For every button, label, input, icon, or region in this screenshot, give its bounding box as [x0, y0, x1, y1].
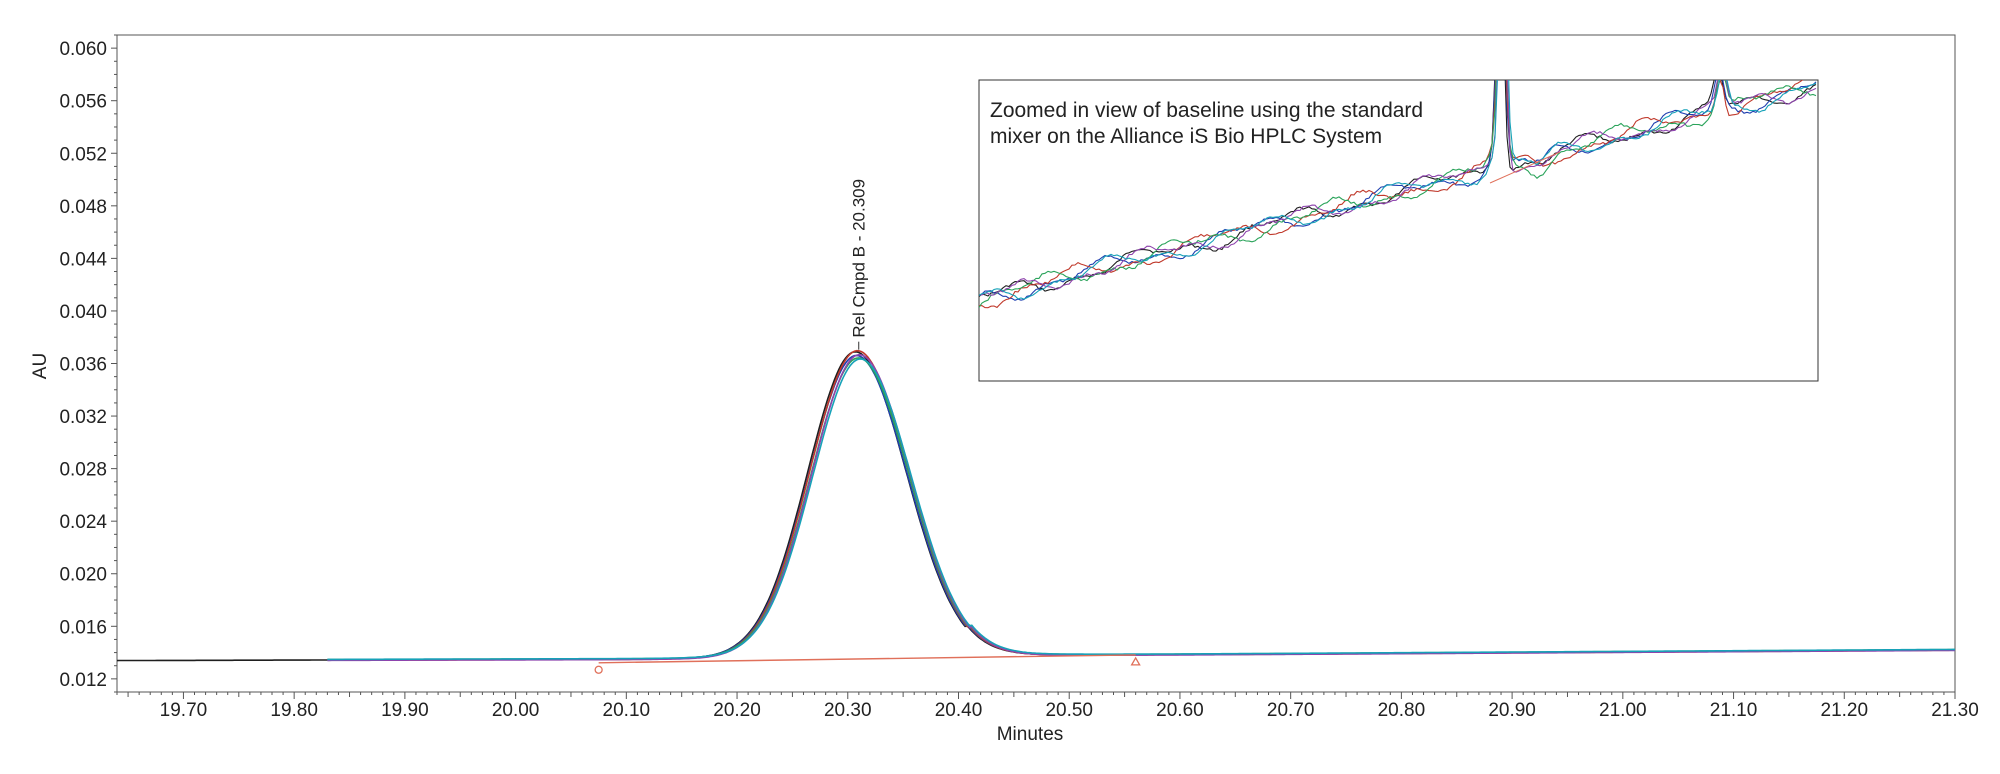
- y-axis-title: AU: [30, 353, 51, 379]
- x-axis-title: Minutes: [997, 724, 1064, 745]
- y-tick-label: 0.048: [59, 197, 107, 218]
- series-line: [327, 353, 1955, 662]
- x-tick-label: 20.50: [1045, 700, 1093, 721]
- integration-baseline: [598, 654, 1136, 664]
- y-tick-label: 0.040: [59, 302, 107, 323]
- inset-series-line: [979, 80, 1817, 308]
- peak-label: Rel Cmpd B - 20.309: [850, 179, 869, 338]
- y-tick-label: 0.032: [59, 407, 107, 428]
- y-tick-label: 0.028: [59, 460, 107, 481]
- x-tick-label: 20.60: [1156, 700, 1204, 721]
- ticks-layer: 0.012 0.016 0.020 0.024 0.028 0.032 0.036 0.040…: [59, 34, 1979, 721]
- y-tick-label: 0.036: [59, 355, 107, 376]
- inset-series-line: [979, 80, 1817, 298]
- peak-end-marker: [1130, 656, 1141, 666]
- x-tick-label: 20.20: [713, 700, 761, 721]
- series-line: [327, 354, 1955, 661]
- y-tick-label: 0.020: [59, 565, 107, 586]
- x-tick-label: 20.40: [935, 700, 983, 721]
- x-tick-label: 21.00: [1599, 700, 1647, 721]
- x-tick-label: 19.80: [270, 700, 318, 721]
- inset-caption-line1: Zoomed in view of baseline using the sta…: [990, 99, 1423, 122]
- inset-frame: [978, 79, 1819, 382]
- inset-series-line: [979, 80, 1817, 301]
- inset-panel: Zoomed in view of baseline using the sta…: [978, 79, 1819, 382]
- series-line: [327, 357, 1955, 661]
- y-tick-label: 0.012: [59, 670, 107, 691]
- series-line: [327, 358, 1955, 661]
- x-tick-label: 21.30: [1931, 700, 1979, 721]
- series-layer: [116, 341, 1956, 674]
- x-tick-label: 21.20: [1821, 700, 1869, 721]
- x-tick-label: 20.80: [1378, 700, 1426, 721]
- x-tick-label: 19.90: [381, 700, 429, 721]
- inset-series-line: [979, 80, 1817, 300]
- y-tick-label: 0.024: [59, 512, 107, 533]
- series-line: [116, 350, 1956, 662]
- x-tick-label: 20.00: [492, 700, 540, 721]
- x-tick-label: 20.70: [1267, 700, 1315, 721]
- y-tick-label: 0.060: [59, 39, 107, 60]
- x-tick-label: 20.90: [1488, 700, 1536, 721]
- inset-caption-line2: mixer on the Alliance iS Bio HPLC System: [990, 125, 1382, 148]
- inset-traces: [979, 80, 1817, 309]
- y-tick-label: 0.052: [59, 144, 107, 165]
- x-tick-label: 19.70: [160, 700, 208, 721]
- x-tick-label: 20.30: [824, 700, 872, 721]
- series-line: [327, 349, 1955, 661]
- inset-series-line: [979, 80, 1817, 296]
- inset-integration-baseline: [1489, 151, 1561, 184]
- x-tick-label: 21.10: [1710, 700, 1758, 721]
- labels-layer: Minutes AU Rel Cmpd B - 20.309: [30, 179, 1063, 745]
- y-tick-label: 0.016: [59, 617, 107, 638]
- x-tick-label: 20.10: [603, 700, 651, 721]
- y-tick-label: 0.044: [59, 249, 107, 270]
- peak-start-marker: [594, 665, 603, 674]
- y-tick-label: 0.056: [59, 92, 107, 113]
